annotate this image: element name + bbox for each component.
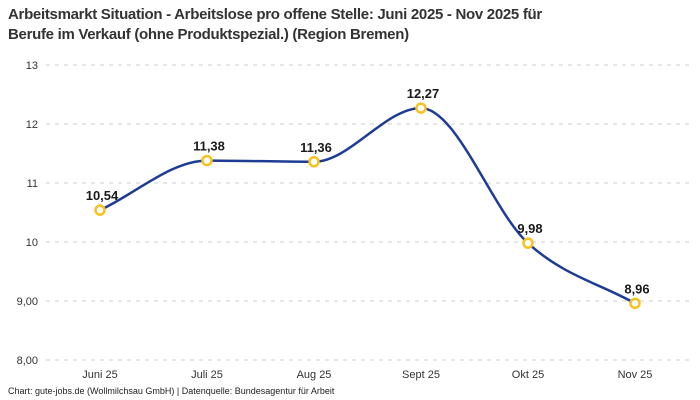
data-point-label: 9,98 <box>517 221 542 236</box>
data-point[interactable] <box>94 204 106 216</box>
data-point-label: 11,38 <box>193 139 225 154</box>
chart-credit: Chart: gute-jobs.de (Wollmilchsau GmbH) … <box>8 386 335 396</box>
x-tick-label: Juni 25 <box>82 369 117 381</box>
data-point-label: 12,27 <box>407 86 440 101</box>
x-tick-label: Okt 25 <box>512 369 544 381</box>
data-point[interactable] <box>308 156 320 168</box>
y-tick-label: 13 <box>26 60 38 72</box>
x-tick-label: Juli 25 <box>191 369 223 381</box>
data-point[interactable] <box>201 154 213 167</box>
data-point-label: 8,96 <box>624 281 649 296</box>
chart-title: Arbeitsmarkt Situation - Arbeitslose pro… <box>8 5 542 45</box>
y-tick-label: 9,00 <box>17 296 38 308</box>
data-point-label: 11,36 <box>300 140 332 155</box>
data-point[interactable] <box>629 297 641 310</box>
trend-line <box>98 106 637 305</box>
y-tick-label: 11 <box>27 178 38 190</box>
y-tick-label: 8,00 <box>17 355 38 367</box>
data-point[interactable] <box>522 237 534 249</box>
data-point[interactable] <box>415 102 427 114</box>
y-tick-label: 10 <box>26 237 38 249</box>
chart-title-line1: Arbeitsmarkt Situation - Arbeitslose pro… <box>8 6 542 23</box>
x-tick-label: Nov 25 <box>618 369 653 381</box>
data-point-label: 10,54 <box>86 188 119 203</box>
y-tick-label: 12 <box>26 119 38 131</box>
x-tick-label: Aug 25 <box>297 369 332 381</box>
x-tick-label: Sept 25 <box>402 369 440 381</box>
chart-title-line2: Berufe im Verkauf (ohne Produktspezial.)… <box>8 26 409 43</box>
